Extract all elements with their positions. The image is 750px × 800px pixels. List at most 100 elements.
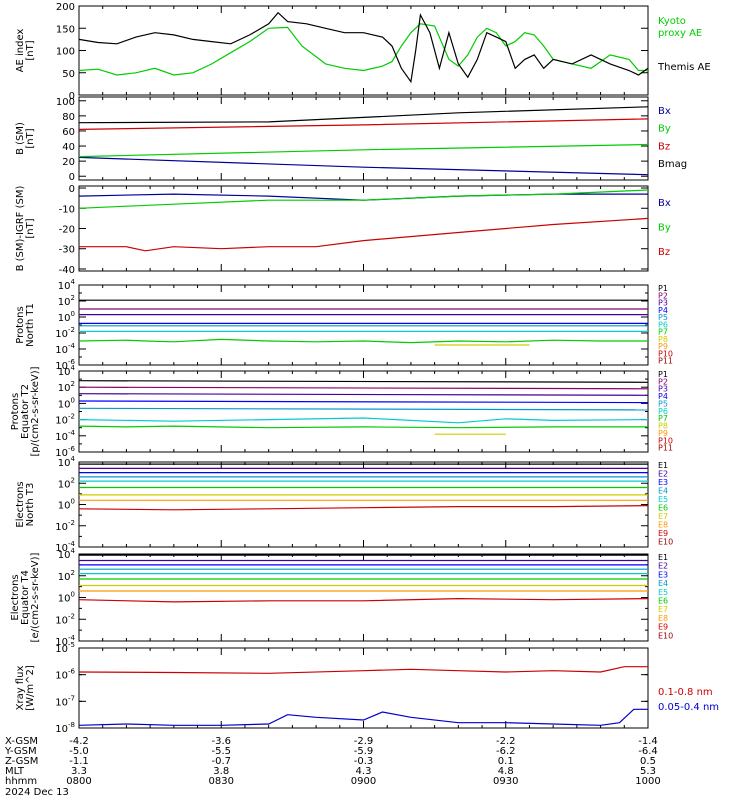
x-axis-value: -6.2 [496, 746, 516, 757]
x-axis-row-label: X-GSM [5, 736, 38, 747]
y-tick-label: 102 [58, 476, 75, 490]
legend-label: P10 [658, 349, 673, 358]
y-axis-label: [nT] [25, 128, 36, 148]
y-axis-label: AE index [15, 29, 26, 73]
x-axis-value: -5.5 [211, 746, 231, 757]
legend-label: E6 [658, 597, 668, 606]
legend-label: By [658, 223, 671, 234]
y-tick-label: 104 [58, 364, 76, 378]
legend-label: P4 [658, 306, 668, 315]
y-tick-label: 102 [58, 380, 75, 394]
x-axis-value: -2.2 [496, 736, 516, 747]
y-tick-label: 10-2 [55, 326, 75, 340]
y-tick-label: 0 [69, 172, 75, 183]
legend-label: E4 [658, 579, 668, 588]
y-axis-label: Equator T4 [20, 570, 31, 625]
series-p7 [78, 338, 648, 344]
x-axis-value: -1.4 [638, 736, 658, 747]
x-axis-value: 4.8 [498, 766, 514, 777]
y-tick-label: 10-2 [55, 519, 75, 533]
series-p7 [78, 425, 648, 429]
y-tick-label: 10-4 [55, 540, 75, 554]
y-tick-label: 10-7 [55, 694, 75, 708]
panel-frame-6 [78, 461, 649, 548]
legend-label: P9 [658, 429, 668, 438]
panel-frame-3 [78, 185, 649, 272]
x-axis-row-label: Z-GSM [5, 756, 38, 767]
legend-label: E1 [658, 553, 668, 562]
legend-label: E9 [658, 529, 668, 538]
y-axis-label: [e/(cm2-s-sr-keV)] [30, 552, 41, 642]
y-tick-label: 100 [58, 591, 75, 605]
legend-label: E8 [658, 614, 668, 623]
legend-label: P4 [658, 392, 668, 401]
panel-frame-5 [78, 370, 649, 453]
legend-label: Bx [658, 198, 671, 209]
y-axis-label: Protons [10, 393, 21, 430]
x-axis-row-label: Y-GSM [4, 746, 37, 757]
x-axis-value: 1000 [635, 776, 660, 787]
legend-label: P8 [658, 335, 668, 344]
series-p5 [78, 407, 649, 411]
y-tick-label: 10-4 [55, 634, 75, 648]
legend-label: E3 [658, 478, 668, 487]
x-axis-value: 0900 [351, 776, 376, 787]
y-tick-label: 102 [58, 569, 75, 583]
x-axis-value: 0.1 [498, 756, 514, 767]
x-axis-value: 0830 [209, 776, 234, 787]
legend-label: P11 [658, 357, 673, 366]
legend-label: E7 [658, 605, 668, 614]
y-tick-label: 80 [62, 112, 75, 123]
y-axis-label: [p/(cm2-s-sr-keV)] [30, 366, 41, 456]
x-axis-value: 4.3 [356, 766, 372, 777]
legend-label: P1 [658, 370, 668, 379]
legend-label: Bz [658, 141, 670, 152]
y-axis-label: North T1 [25, 303, 36, 347]
legend-label: proxy AE [658, 28, 702, 39]
series-p1 [78, 380, 649, 383]
x-axis-value: -2.9 [354, 736, 374, 747]
series-bz [78, 118, 649, 130]
y-tick-label: -40 [59, 265, 75, 276]
legend-label: E3 [658, 570, 668, 579]
legend-label: P6 [658, 407, 668, 416]
legend-label: P10 [658, 436, 673, 445]
legend-label: P5 [658, 313, 668, 322]
y-tick-label: -10 [59, 204, 75, 215]
y-tick-label: 104 [58, 547, 76, 561]
x-axis-value: 3.3 [71, 766, 87, 777]
x-axis-value: -5.0 [69, 746, 89, 757]
y-tick-label: 10-8 [55, 721, 75, 735]
x-axis-value: 3.8 [213, 766, 229, 777]
x-axis-value: -0.3 [354, 756, 374, 767]
y-tick-label: 10-5 [55, 641, 75, 655]
x-axis-row-label: MLT [5, 766, 25, 777]
panel-frame-8 [78, 647, 649, 729]
x-axis-value: -4.2 [69, 736, 89, 747]
series-p6 [78, 417, 649, 424]
y-axis-label: Protons [15, 306, 26, 343]
series-bx [78, 193, 648, 201]
legend-label: P3 [658, 299, 668, 308]
legend-label: E2 [658, 470, 668, 479]
y-tick-label: 104 [58, 455, 76, 469]
panel-frame-7 [78, 553, 649, 642]
series-p2 [78, 386, 649, 390]
series-bz [79, 217, 649, 252]
legend-label: P1 [658, 284, 668, 293]
series-0-1-0-8-nm [78, 666, 648, 674]
x-axis-value: 0930 [493, 776, 518, 787]
y-tick-label: 10-6 [55, 445, 75, 459]
date-label: 2024 Dec 13 [5, 787, 69, 798]
series-0-05-0-4-nm [78, 708, 648, 726]
y-axis-label: [W/m^2] [25, 665, 36, 711]
panel-frame-4 [78, 284, 649, 366]
series-e9 [78, 597, 649, 603]
x-axis-value: 0.5 [640, 756, 656, 767]
legend-label: E8 [658, 521, 668, 530]
y-tick-label: -20 [59, 225, 75, 236]
legend-label: By [658, 124, 671, 135]
x-axis-value: 5.3 [640, 766, 656, 777]
series-kyoto-proxy-ae [78, 23, 648, 76]
legend-label: 0.1-0.8 nm [658, 687, 713, 698]
